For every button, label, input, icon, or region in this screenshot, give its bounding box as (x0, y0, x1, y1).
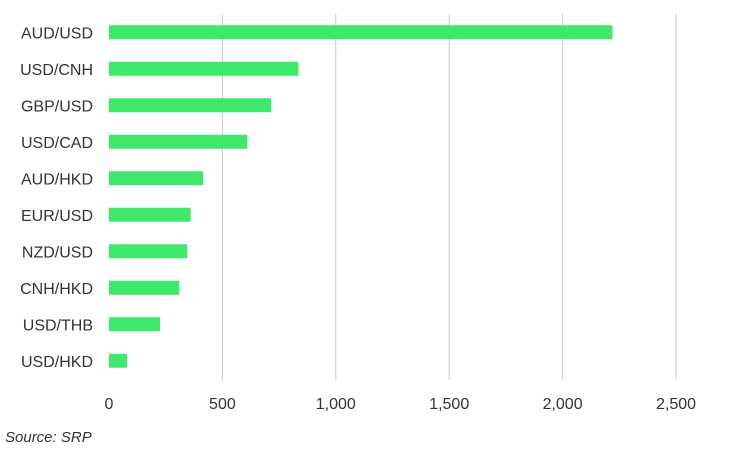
category-labels: AUD/USD USD/CNH GBP/USD USD/CAD AUD/HKD EUR/U… (20, 25, 93, 371)
x-tick-label: 1,000 (316, 396, 356, 413)
bar (109, 280, 180, 295)
bar (109, 207, 191, 222)
bar (109, 134, 248, 149)
x-tick-label: 2,500 (656, 396, 696, 413)
category-label: NZD/USD (22, 244, 93, 261)
x-tick-label: 2,000 (543, 396, 583, 413)
grid-lines (221, 14, 677, 380)
x-tick-label: 0 (105, 396, 114, 413)
bar (109, 317, 161, 332)
category-label: USD/THB (23, 317, 93, 334)
category-label: GBP/USD (21, 98, 93, 115)
bar (109, 244, 188, 259)
x-tick-label: 500 (209, 396, 236, 413)
bar (109, 171, 204, 186)
x-tick-label: 1,500 (429, 396, 469, 413)
bar (109, 98, 272, 113)
category-label: AUD/USD (21, 25, 93, 42)
category-label: EUR/USD (21, 208, 93, 225)
category-label: USD/HKD (21, 354, 93, 371)
bar (109, 61, 299, 76)
bar (109, 353, 128, 368)
category-label: USD/CAD (21, 135, 93, 152)
bars (109, 25, 613, 368)
category-label: CNH/HKD (20, 281, 93, 298)
bar-chart: AUD/USD USD/CNH GBP/USD USD/CAD AUD/HKD EUR/U… (20, 14, 697, 413)
x-tick-labels: 0 500 1,000 1,500 2,000 2,500 (105, 396, 697, 413)
bar (109, 25, 613, 40)
category-label: USD/CNH (20, 62, 93, 79)
category-label: AUD/HKD (21, 171, 93, 188)
source-note: Source: SRP (5, 429, 92, 446)
